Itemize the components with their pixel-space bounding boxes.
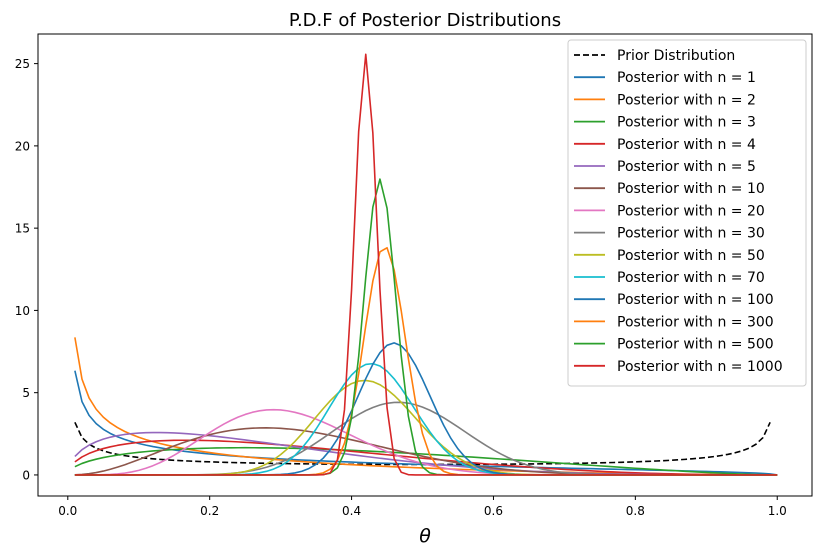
x-tick-label: 0.8 bbox=[626, 504, 645, 518]
x-tick-label: 0.0 bbox=[58, 504, 77, 518]
series-line-3 bbox=[74, 446, 778, 476]
y-tick-label: 15 bbox=[15, 222, 30, 236]
legend-entry: Posterior with n = 5 bbox=[617, 159, 756, 175]
y-tick-label: 25 bbox=[15, 57, 30, 71]
legend-entry: Posterior with n = 100 bbox=[617, 292, 774, 308]
y-tick-label: 20 bbox=[15, 139, 30, 153]
legend-entry: Posterior with n = 20 bbox=[617, 203, 765, 219]
chart-title: P.D.F of Posterior Distributions bbox=[289, 10, 561, 31]
legend-entry: Posterior with n = 3 bbox=[617, 115, 756, 131]
axes-frame bbox=[37, 33, 813, 497]
legend-entry: Posterior with n = 30 bbox=[617, 226, 765, 242]
x-tick-label: 0.4 bbox=[342, 504, 361, 518]
x-tick-label: 1.0 bbox=[768, 504, 787, 518]
series-line-14 bbox=[74, 53, 778, 476]
legend-entry: Posterior with n = 500 bbox=[617, 337, 774, 353]
plot-area bbox=[74, 53, 778, 476]
x-tick-label: 0.6 bbox=[484, 504, 503, 518]
legend-entry: Prior Distribution bbox=[617, 48, 735, 64]
y-tick-label: 5 bbox=[22, 386, 30, 400]
legend-entry: Posterior with n = 1 bbox=[617, 70, 756, 86]
legend-box bbox=[567, 39, 807, 387]
legend-entry: Posterior with n = 4 bbox=[617, 137, 756, 153]
legend: Prior Distribution Posterior with n = 1 Po… bbox=[567, 39, 807, 387]
x-axis-label: θ bbox=[419, 525, 431, 547]
legend-entry: Posterior with n = 300 bbox=[617, 314, 774, 330]
y-tick-label: 10 bbox=[15, 304, 30, 318]
legend-entry: Posterior with n = 1000 bbox=[617, 359, 783, 375]
axis-ticks: 0.0 0.2 0.4 0.6 0.8 1.0 0 5 10 15 20 25 bbox=[15, 57, 787, 518]
legend-entry: Posterior with n = 50 bbox=[617, 248, 765, 264]
legend-entry: Posterior with n = 2 bbox=[617, 92, 756, 108]
legend-entry: Posterior with n = 70 bbox=[617, 270, 765, 286]
x-tick-label: 0.2 bbox=[200, 504, 219, 518]
y-tick-label: 0 bbox=[22, 468, 30, 482]
legend-entry: Posterior with n = 10 bbox=[617, 181, 765, 197]
